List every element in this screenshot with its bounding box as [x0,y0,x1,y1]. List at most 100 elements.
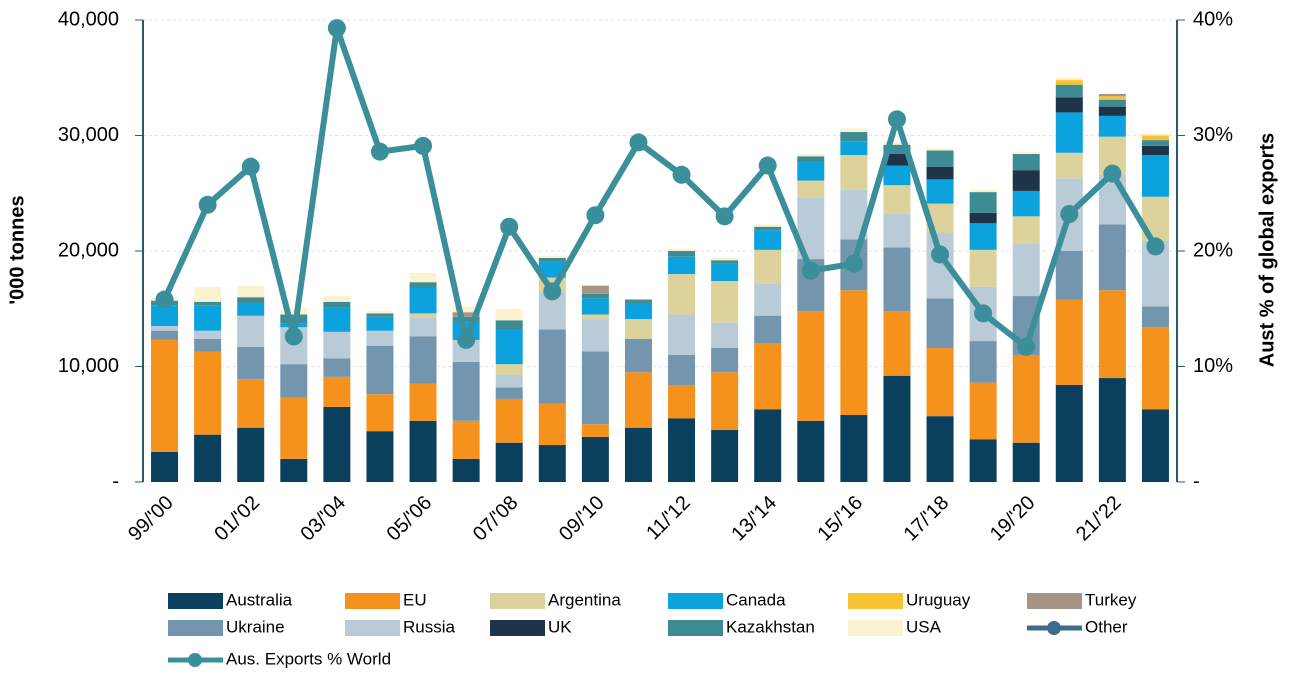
bar-segment [1141,155,1169,197]
legend-swatch [168,620,223,636]
bar-segment [668,256,696,275]
bar-segment [495,374,523,388]
bar-segment [237,297,265,303]
bar-segment [1055,112,1083,153]
bar-segment [1098,99,1126,107]
bar-segment [969,382,997,440]
bar-segment [883,144,911,154]
bar-segment [409,313,437,318]
bar-segment [581,319,609,352]
bar-segment [1098,378,1126,482]
bar-segment [969,223,997,250]
bar-segment [538,403,566,446]
bar-segment [883,214,911,248]
line-marker [672,165,691,184]
line-marker [1146,237,1165,256]
bar-segment [194,330,222,339]
bar-segment [883,375,911,482]
bar-segment [581,293,609,299]
bar-segment [926,298,954,349]
bar-segment [711,322,739,349]
bar-segment [151,330,179,340]
bar-segment [1012,190,1040,217]
bar-segment [883,153,911,166]
bar-segment [237,302,265,316]
y2-axis-label: Aust % of global exports [1256,133,1278,367]
legend-label: Ukraine [226,617,285,636]
bar-segment [581,351,609,425]
bar-segment [194,351,222,435]
bar-segment [969,249,997,287]
bar-segment [840,155,868,190]
bar-segment [711,260,739,264]
bar-segment [668,418,696,482]
legend-label: Other [1085,617,1128,636]
bar-segment [194,286,222,302]
bar-segment [1055,152,1083,179]
legend-label: Aus. Exports % World [226,649,391,668]
legend-label: USA [906,617,942,636]
bar-segment [969,212,997,224]
legend-label: Canada [726,590,786,609]
bar-segment [1055,299,1083,385]
legend-swatch [490,593,545,609]
y2-tick-label: 10% [1193,355,1233,377]
x-tick-label: 13/'14 [727,492,781,546]
legend-label: Uruguay [906,590,971,609]
line-marker [241,157,260,176]
bar-segment [495,398,523,443]
bar-segment [1141,135,1169,141]
bar-segment [280,458,308,482]
line-marker [1103,164,1122,183]
line-marker [1060,205,1079,224]
bar-segment [237,346,265,380]
line-marker [543,282,562,301]
x-tick-label: 07/'08 [469,492,523,546]
x-tick-label: 01/'02 [210,492,264,546]
legend-swatch [848,620,903,636]
bar-segment [754,230,782,250]
bar-segment [668,248,696,251]
legend-label: Russia [403,617,456,636]
bar-segment [754,226,782,231]
bar-segment [1012,354,1040,443]
bar-segment [883,311,911,376]
line-marker [586,206,605,225]
line-marker [974,304,993,323]
line-marker [931,245,950,264]
x-tick-label: 21/'22 [1072,492,1126,546]
bar-segment [452,312,480,317]
bar-segment [1141,409,1169,482]
bar-segment [1012,442,1040,482]
bar-segment [926,166,954,180]
line-marker [801,261,820,280]
bar-segment [711,372,739,431]
bar-segment [409,317,437,337]
bar-segment [1012,153,1040,171]
bar-segment [1141,145,1169,156]
bar-segment [624,299,652,303]
bar-segment [969,341,997,383]
bar-segment [754,409,782,482]
bar-segment [926,348,954,417]
bar-segment [840,128,868,133]
bar-segment [754,249,782,284]
line-marker [1017,337,1036,356]
bar-segment [840,415,868,482]
x-tick-label: 19/'20 [986,492,1040,546]
bar-segment [409,383,437,421]
bar-segment [409,282,437,288]
bar-segment [797,420,825,482]
bar-segment [323,331,351,359]
bar-segment [711,257,739,261]
legend-swatch [345,620,400,636]
bar-segment [797,156,825,163]
bar-segment [668,314,696,355]
legend-label: Australia [226,590,293,609]
bar-segment [194,305,222,331]
legend-label: Turkey [1085,590,1137,609]
bar-segment [495,364,523,375]
bar-segment [495,329,523,365]
bar-segment [1098,115,1126,137]
